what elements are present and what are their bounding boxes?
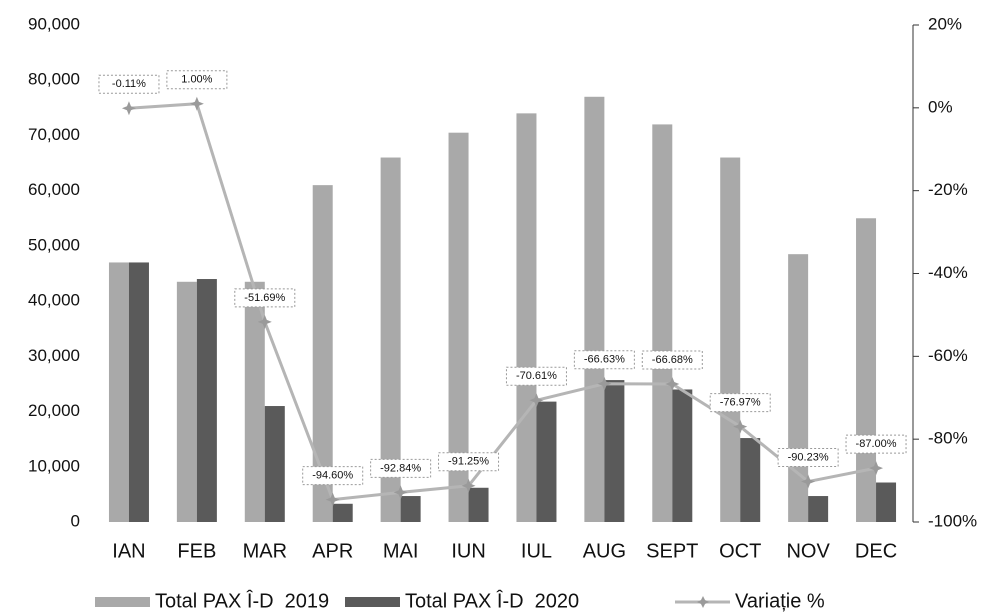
data-label: -51.69% — [244, 292, 285, 304]
data-label-box — [370, 458, 432, 478]
bar — [400, 496, 421, 522]
data-label-box — [641, 350, 703, 370]
y2-tick-label: -40% — [928, 263, 968, 282]
bar — [584, 96, 605, 523]
y-tick-label: 10,000 — [28, 456, 80, 475]
marker — [121, 101, 136, 116]
data-label-box — [573, 350, 635, 370]
y2-tick-label: 20% — [928, 14, 962, 33]
bar — [720, 157, 741, 523]
data-label-box — [302, 466, 364, 486]
data-label-box — [438, 452, 500, 472]
y-tick-label: 60,000 — [28, 180, 80, 199]
marker — [733, 419, 748, 434]
data-label-box — [166, 70, 228, 90]
bar — [536, 401, 557, 522]
bar — [108, 262, 129, 522]
bar — [672, 389, 693, 522]
data-label: -70.61% — [516, 370, 557, 382]
x-tick-label: IUL — [521, 540, 552, 562]
line — [128, 102, 877, 502]
bar — [516, 113, 537, 522]
bar — [468, 487, 489, 522]
bar — [876, 482, 897, 522]
x-tick-label: DEC — [855, 540, 897, 562]
data-label-box — [709, 393, 771, 413]
data-label-box — [234, 288, 296, 308]
bar — [176, 281, 197, 522]
y-tick-label: 90,000 — [28, 14, 80, 33]
x-tick-label: IUN — [451, 540, 485, 562]
bar — [448, 132, 469, 522]
data-label: -92.84% — [380, 462, 421, 474]
legend-swatch — [345, 597, 400, 607]
x-tick-label: MAR — [243, 540, 287, 562]
legend-label: Total PAX Î-D 2020 — [405, 589, 579, 612]
bar — [332, 503, 353, 522]
bar — [380, 157, 401, 523]
x-tick-label: SEPT — [646, 540, 698, 562]
data-label: -91.25% — [448, 456, 489, 468]
y-tick-label: 30,000 — [28, 346, 80, 365]
y2-tick-label: -20% — [928, 180, 968, 199]
data-label-box — [505, 366, 567, 386]
y-tick-label: 80,000 — [28, 70, 80, 89]
marker — [461, 478, 476, 493]
marker — [257, 314, 272, 329]
y-tick-label: 70,000 — [28, 125, 80, 144]
marker — [529, 393, 544, 408]
y2-tick-label: -60% — [928, 346, 968, 365]
bar — [244, 281, 265, 522]
bar — [128, 262, 149, 522]
legend-swatch — [95, 597, 150, 607]
x-tick-label: IAN — [112, 540, 145, 562]
x-tick-label: APR — [312, 540, 353, 562]
x-tick-label: FEB — [177, 540, 216, 562]
data-label: -66.68% — [652, 354, 693, 366]
y-tick-label: 0 — [71, 511, 80, 530]
marker — [597, 376, 612, 391]
data-label: -87.00% — [856, 438, 897, 450]
bar — [264, 406, 285, 522]
marker — [325, 492, 340, 507]
y-tick-label: 50,000 — [28, 235, 80, 254]
legend-marker — [697, 596, 709, 608]
y2-tick-label: 0% — [928, 97, 953, 116]
x-tick-label: NOV — [786, 540, 830, 562]
marker — [665, 376, 680, 391]
y-tick-label: 20,000 — [28, 401, 80, 420]
y2-tick-label: -100% — [928, 511, 977, 530]
marker — [189, 96, 204, 111]
bar — [312, 185, 333, 522]
marker — [801, 474, 816, 489]
y-tick-label: 40,000 — [28, 291, 80, 310]
x-tick-label: MAI — [383, 540, 419, 562]
bar — [196, 279, 217, 522]
bar — [808, 496, 829, 522]
y2-tick-label: -80% — [928, 429, 968, 448]
data-label-box — [777, 448, 839, 468]
data-label: -90.23% — [788, 451, 829, 463]
marker — [393, 485, 408, 500]
bar — [740, 438, 761, 522]
bar — [652, 124, 673, 523]
x-tick-label: OCT — [719, 540, 761, 562]
marker — [869, 461, 884, 476]
data-label: -0.11% — [112, 78, 146, 90]
data-label: -66.63% — [584, 354, 625, 366]
data-label: -76.97% — [720, 397, 761, 409]
legend-label: Variație % — [735, 590, 825, 612]
legend-label: Total PAX Î-D 2019 — [155, 589, 329, 612]
data-label-box — [845, 434, 907, 454]
data-label: 1.00% — [181, 74, 212, 86]
x-tick-label: AUG — [583, 540, 626, 562]
bar — [604, 380, 625, 522]
data-label-box — [98, 74, 160, 94]
data-label: -94.60% — [312, 470, 353, 482]
bar — [856, 218, 877, 522]
